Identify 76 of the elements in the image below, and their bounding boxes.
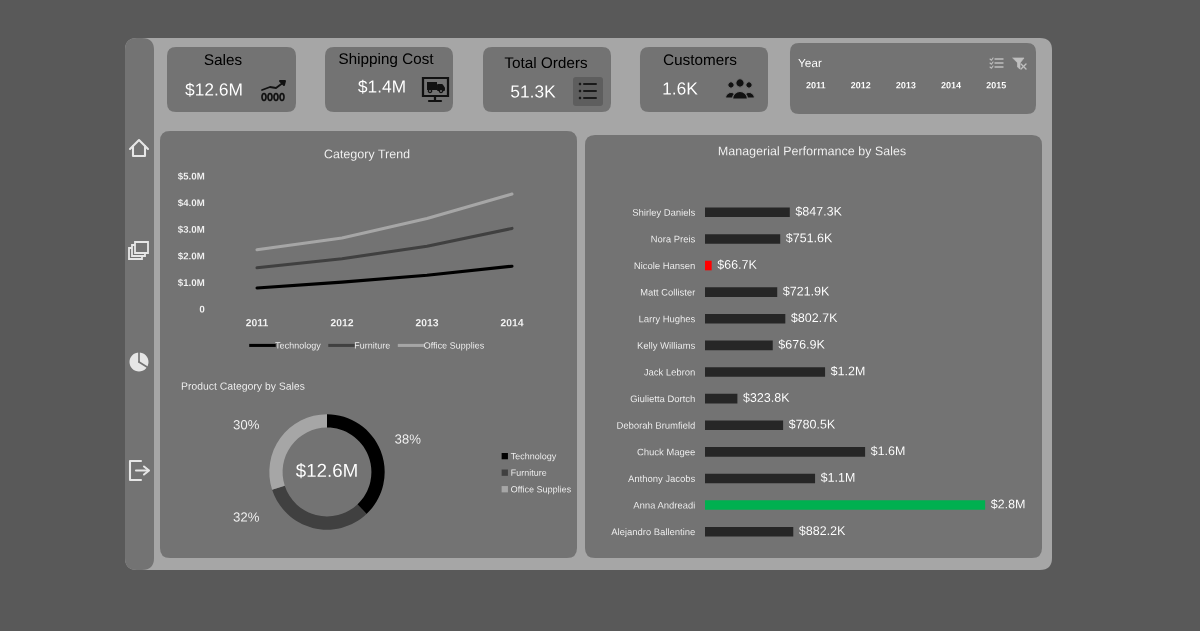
y-tick-label: Alejandro Ballentine xyxy=(611,528,695,538)
y-tick-label: Nora Preis xyxy=(651,235,695,243)
legend-label: Office Supplies xyxy=(511,485,571,495)
bar xyxy=(705,473,816,484)
data-label: $66.7K xyxy=(717,259,757,270)
text: 51.3K xyxy=(511,85,556,98)
legend-label: Technology xyxy=(275,342,321,351)
y-tick-label: Deborah Brumfield xyxy=(617,421,695,429)
bar xyxy=(705,260,712,271)
bar xyxy=(705,367,826,377)
line-series xyxy=(255,264,514,290)
text: Total Orders xyxy=(504,56,588,69)
y-tick-label: Kelly Williams xyxy=(637,341,695,351)
chart-title: Managerial Performance by Sales xyxy=(718,146,906,158)
data-label: $1.1M xyxy=(820,472,855,483)
data-label: 30% xyxy=(233,420,259,430)
text: $12.6M xyxy=(295,462,357,479)
y-tick-label: Larry Hughes xyxy=(639,315,695,325)
data-label: $721.9K xyxy=(782,286,830,297)
bar xyxy=(705,313,786,324)
y-tick-label: Jack Lebron xyxy=(643,368,695,376)
line-series xyxy=(255,192,514,252)
y-tick-label: Anthony Jacobs xyxy=(628,475,695,484)
x-tick-label: 2011 xyxy=(246,319,269,327)
y-tick-label: $2.0M xyxy=(177,252,205,261)
data-label: $676.9K xyxy=(778,339,825,350)
text: 1.6K xyxy=(663,82,698,95)
x-tick-label: 2012 xyxy=(330,319,354,327)
data-label: $847.3K xyxy=(795,206,842,217)
y-tick-label: 0 xyxy=(199,305,205,313)
text: $12.6M xyxy=(185,82,242,97)
data-label: $780.5K xyxy=(788,419,836,430)
text: 2011 2012 2013 2014 2015 xyxy=(806,82,1006,89)
bar xyxy=(705,500,986,510)
bar xyxy=(705,420,784,431)
data-label: $802.7K xyxy=(791,312,838,323)
legend-label: Furniture xyxy=(354,342,390,349)
donut-slice xyxy=(272,485,367,530)
bar xyxy=(705,526,794,537)
line-series xyxy=(255,226,514,270)
data-label: $751.6K xyxy=(785,232,833,244)
y-tick-label: Anna Andreadi xyxy=(633,501,695,509)
y-tick-label: Giulietta Dortch xyxy=(630,395,695,403)
chart-title: Product Category by Sales xyxy=(181,382,305,392)
y-tick-label: $1.0M xyxy=(177,278,205,287)
legend-label: Furniture xyxy=(511,469,547,476)
chart-title: Category Trend xyxy=(324,149,410,161)
legend-label: Technology xyxy=(510,452,557,462)
data-label: $2.8M xyxy=(990,499,1025,510)
y-tick-label: Nicole Hansen xyxy=(634,262,695,270)
text: Customers xyxy=(663,54,737,66)
x-tick-label: 2014 xyxy=(500,319,524,327)
y-tick-label: Matt Collister xyxy=(640,288,696,296)
y-tick-label: Shirley Daniels xyxy=(632,208,695,218)
data-label: $323.8K xyxy=(743,392,790,403)
data-label: 38% xyxy=(395,434,421,444)
bar xyxy=(705,447,866,457)
bar xyxy=(705,393,738,404)
bar xyxy=(705,207,790,218)
y-tick-label: $4.0M xyxy=(177,198,205,207)
y-tick-label: $3.0M xyxy=(177,225,205,234)
bar xyxy=(705,287,778,297)
bar xyxy=(705,340,773,351)
data-label: $882.2K xyxy=(798,525,846,536)
text: Year xyxy=(798,58,822,68)
text: Sales xyxy=(204,53,242,66)
legend-label: Office Supplies xyxy=(424,342,484,351)
y-tick-label: $5.0M xyxy=(177,172,205,181)
data-label: $1.2M xyxy=(830,365,865,377)
x-tick-label: 2013 xyxy=(415,319,439,327)
data-label: 32% xyxy=(233,512,259,522)
bar xyxy=(705,234,781,244)
text: $1.4M xyxy=(358,79,405,94)
data-label: $1.6M xyxy=(870,445,905,456)
y-tick-label: Chuck Magee xyxy=(637,448,695,458)
text: Shipping Cost xyxy=(339,52,434,68)
